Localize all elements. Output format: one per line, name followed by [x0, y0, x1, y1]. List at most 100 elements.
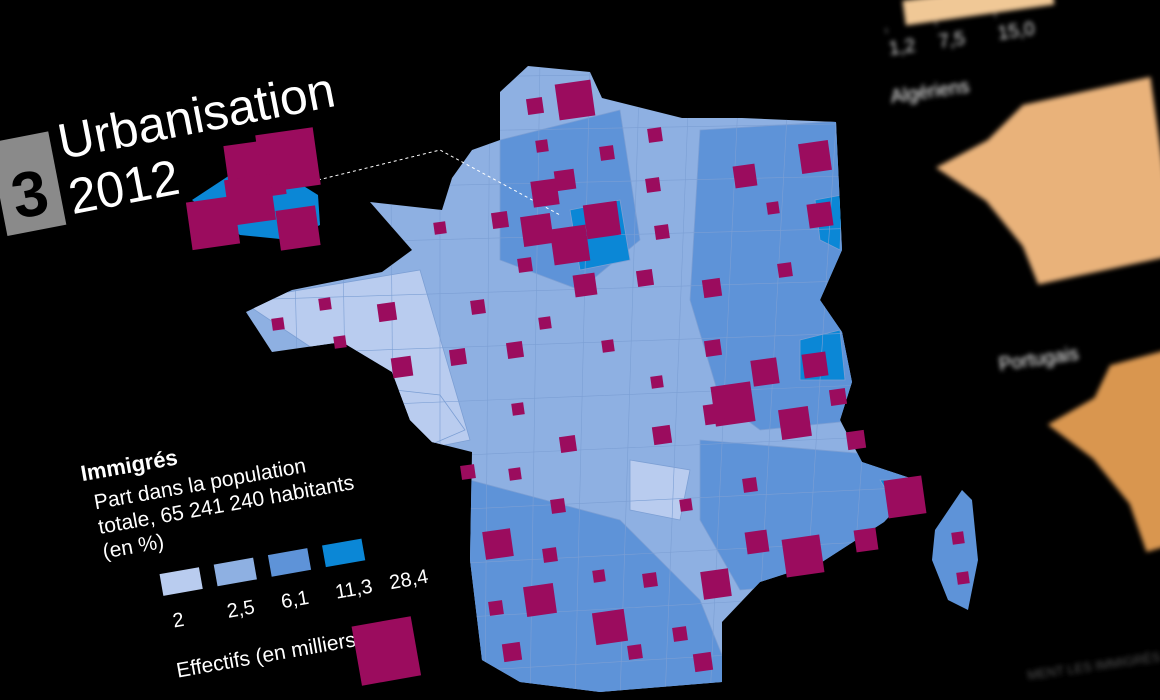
immigrant-square — [572, 272, 598, 298]
immigrant-square — [651, 424, 673, 446]
department-border — [619, 66, 641, 692]
immigrant-square — [702, 402, 726, 426]
legend-tick — [331, 571, 333, 576]
inset-leader — [317, 149, 561, 216]
squares — [185, 79, 970, 673]
immigrant-square — [530, 178, 560, 208]
immigrant-square — [390, 355, 414, 379]
legend-label: 6,1 — [279, 587, 310, 613]
immigrant-square — [535, 139, 549, 153]
scale-tick — [935, 21, 937, 27]
immigrant-square — [853, 527, 879, 553]
mini-map — [1047, 344, 1160, 553]
immigrant-square — [654, 224, 670, 240]
department-border — [664, 66, 691, 692]
scale-bar — [902, 0, 1055, 26]
immigrant-square — [525, 96, 545, 116]
immigrant-square — [542, 547, 558, 563]
number-box — [0, 131, 67, 237]
department-border — [484, 66, 491, 692]
immigrant-square — [538, 316, 552, 330]
department-border — [389, 66, 396, 692]
immigrant-square — [470, 299, 486, 315]
mini-map — [935, 76, 1160, 285]
immigrant-square — [700, 568, 732, 600]
legend-tick — [276, 580, 279, 585]
immigrant-square — [742, 477, 758, 493]
immigrant-square — [601, 339, 615, 353]
immigrant-square — [508, 467, 522, 481]
immigrant-square — [883, 475, 927, 519]
immigrant-square — [806, 201, 834, 229]
immigrant-square — [511, 402, 525, 416]
immigrant-square — [766, 201, 780, 215]
immigrant-square — [582, 200, 622, 240]
immigrant-square — [732, 163, 758, 189]
corsica — [932, 490, 978, 610]
immigrant-square — [271, 317, 285, 331]
immigrant-square — [275, 205, 321, 251]
immigrant-square — [488, 600, 504, 616]
region — [629, 459, 691, 521]
immigrant-square — [255, 127, 321, 193]
immigrant-square — [448, 347, 468, 367]
legend-swatch — [267, 548, 312, 577]
immigrant-square — [482, 528, 514, 560]
immigrant-square — [554, 79, 596, 121]
scale-label: 1,2 — [888, 35, 917, 59]
immigrant-square — [781, 534, 825, 578]
department-border — [339, 66, 351, 692]
size-heading: Effectifs (en milliers) — [175, 627, 365, 682]
scale-tick — [994, 12, 997, 18]
legend-tick — [385, 561, 388, 566]
size-swatch — [351, 616, 422, 686]
immigrant-square — [550, 498, 566, 514]
immigrant-square — [703, 338, 723, 358]
immigrant-square — [951, 531, 965, 545]
side-panel: Algériens Portugais MENT LES IMMIGRÉS ? … — [885, 0, 1160, 683]
immigrant-square — [798, 140, 832, 174]
footer: MENT LES IMMIGRÉS ? — [1026, 648, 1160, 683]
department-border — [574, 66, 591, 692]
immigrant-square — [517, 257, 533, 273]
legend-label: 2,5 — [225, 596, 256, 622]
immigrant-square — [645, 177, 661, 193]
legend-label: 2 — [171, 609, 186, 633]
immigrant-square — [460, 464, 476, 480]
immigrant-square — [635, 268, 655, 288]
legend-tick — [168, 599, 171, 604]
immigrant-square — [505, 340, 525, 360]
legend-label: 28,4 — [388, 566, 430, 594]
immigrant-square — [956, 571, 970, 585]
immigrant-square — [433, 221, 447, 235]
immigrant-square — [549, 224, 591, 266]
immigrant-square — [778, 406, 812, 440]
legend: Immigrés Part dans la population totale,… — [79, 444, 430, 686]
scale-label: 15,0 — [997, 19, 1037, 45]
immigrant-square — [591, 608, 629, 646]
immigrant-square — [650, 375, 664, 389]
immigrant-square — [318, 297, 332, 311]
immigrant-square — [845, 429, 867, 451]
map-label: Algériens — [889, 76, 970, 108]
legend-swatch — [159, 567, 203, 596]
immigrant-square — [750, 357, 780, 387]
immigrant-square — [490, 210, 510, 230]
immigrant-square — [672, 626, 688, 642]
immigrant-square — [558, 434, 578, 454]
map — [185, 66, 978, 692]
immigrant-square — [501, 641, 523, 663]
immigrant-square — [523, 583, 557, 617]
immigrant-square — [599, 145, 615, 161]
immigrant-square — [701, 277, 723, 299]
immigrant-square — [553, 168, 577, 192]
immigrant-square — [692, 651, 714, 673]
map-label: Portugais — [998, 344, 1080, 376]
legend-tick — [222, 590, 225, 595]
immigrant-square — [642, 572, 658, 588]
immigrant-square — [376, 301, 398, 323]
immigrant-square — [647, 127, 663, 143]
immigrant-square — [185, 195, 241, 251]
scale-label: 7,5 — [937, 28, 966, 52]
